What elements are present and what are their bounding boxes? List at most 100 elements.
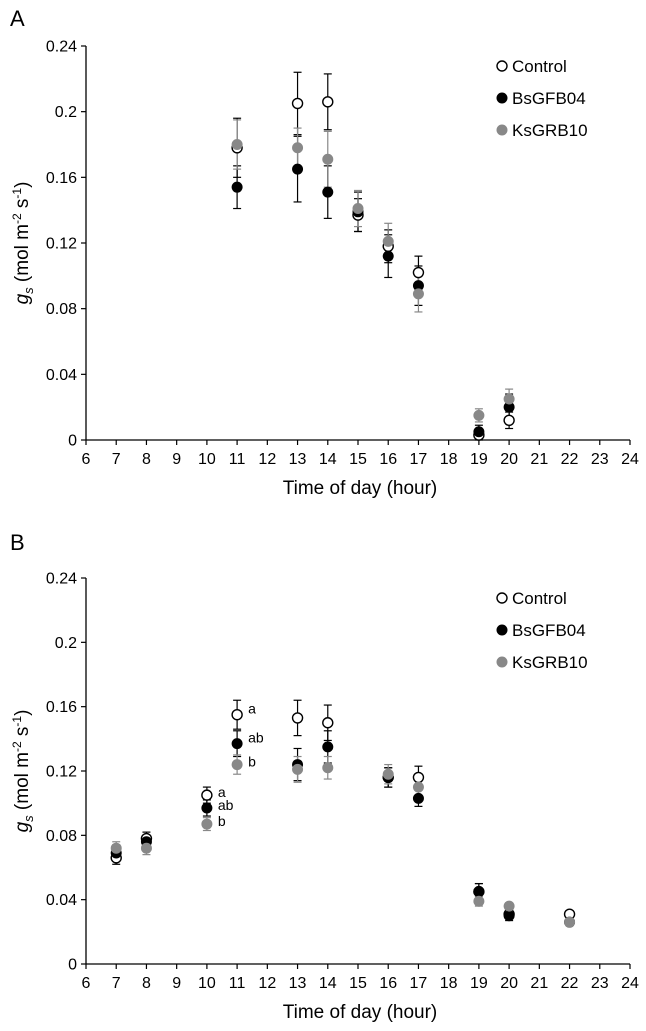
data-point — [291, 97, 304, 110]
x-tick-label: 22 — [561, 451, 579, 468]
data-point — [412, 792, 424, 804]
series-control — [233, 71, 514, 441]
data-point — [503, 910, 515, 922]
data-point — [412, 266, 425, 279]
data-point — [382, 235, 394, 247]
y-tick-label: 0.12 — [46, 236, 77, 253]
data-point — [231, 709, 243, 721]
legend-label: KsGRB10 — [512, 121, 588, 140]
x-tick-label: 13 — [289, 975, 307, 992]
y-axis-title-superscript: -2 — [10, 213, 24, 224]
data-point — [564, 916, 576, 928]
y-tick-label: 0.08 — [46, 301, 77, 318]
significance-label: a — [218, 784, 226, 800]
y-axis-title-symbol: g — [12, 821, 33, 832]
y-axis-title-superscript: -1 — [10, 716, 24, 727]
x-tick-label: 12 — [258, 975, 276, 992]
x-axis-title: Time of day (hour) — [283, 1002, 438, 1023]
x-tick-label: 21 — [530, 451, 548, 468]
y-axis-title-subscript: s — [21, 815, 36, 822]
legend-label: BsGFB04 — [512, 621, 586, 640]
x-tick-label: 17 — [410, 975, 428, 992]
x-tick-label: 7 — [112, 975, 121, 992]
panel-a: A 0 0.04 0.08 0.12 0.16 0.2 0.24 6 7 8 9 10 11 12 13 14 1… — [10, 6, 639, 499]
series-ksgrb10 — [112, 754, 574, 927]
y-tick-label: 0 — [68, 957, 77, 974]
x-tick-label: 9 — [172, 451, 181, 468]
x-tick-label: 16 — [379, 451, 397, 468]
x-tick-label: 6 — [82, 451, 91, 468]
data-point — [412, 288, 424, 300]
data-point — [473, 426, 485, 438]
y-tick-label: 0.08 — [46, 828, 77, 845]
series-ksgrb10-markers — [231, 139, 515, 421]
y-axis-title-superscript: -2 — [10, 741, 24, 752]
legend-label: Control — [512, 589, 567, 608]
x-tick-label: 13 — [289, 451, 307, 468]
y-axis-title-subscript: s — [21, 287, 36, 294]
data-point — [352, 203, 364, 215]
data-point — [291, 712, 304, 724]
data-point — [201, 802, 213, 814]
legend-label: BsGFB04 — [512, 89, 586, 108]
x-tick-label: 24 — [621, 451, 639, 468]
x-tick-label: 20 — [500, 451, 518, 468]
significance-label: a — [248, 700, 256, 716]
y-axis-title-unit: (mol m — [12, 224, 33, 287]
data-point — [473, 409, 485, 421]
data-point — [140, 842, 152, 854]
y-tick-label: 0.04 — [46, 367, 77, 384]
panel-label: B — [10, 530, 25, 555]
data-point — [412, 781, 424, 793]
y-tick-label: 0.16 — [46, 699, 77, 716]
x-tick-label: 14 — [319, 975, 337, 992]
legend-marker — [496, 60, 508, 72]
legend-label: KsGRB10 — [512, 653, 588, 672]
panel-b: B 0 0.04 0.08 0.12 0.16 0.2 0.24 6 7 8 9 10 11 12 13 14 1… — [10, 530, 639, 1023]
data-point — [322, 153, 334, 165]
series-control — [112, 699, 574, 920]
y-tick-label: 0.24 — [46, 571, 77, 588]
x-tick-label: 6 — [82, 975, 91, 992]
legend-marker — [496, 656, 508, 668]
data-point — [503, 900, 515, 912]
data-point — [231, 181, 243, 193]
x-tick-label: 18 — [440, 975, 458, 992]
y-axis-title-unit: ) — [12, 710, 33, 716]
y-axis-title: gs (mol m-2 s-1) — [10, 710, 36, 833]
x-tick-label: 23 — [591, 451, 609, 468]
x-tick-label: 23 — [591, 975, 609, 992]
data-point — [292, 763, 304, 775]
x-tick-label: 8 — [142, 975, 151, 992]
significance-label: b — [248, 754, 256, 770]
series-ksgrb10-markers — [110, 759, 576, 928]
series-control-markers — [231, 96, 515, 441]
x-tick-label: 19 — [470, 975, 488, 992]
series-control-markers — [110, 709, 576, 920]
y-tick-label: 0 — [68, 433, 77, 450]
x-tick-label: 12 — [258, 451, 276, 468]
data-point — [382, 250, 394, 262]
data-point — [322, 762, 334, 774]
data-point — [503, 393, 515, 405]
y-tick-label: 0.24 — [46, 39, 77, 56]
y-tick-label: 0.16 — [46, 170, 77, 187]
data-point — [382, 768, 394, 780]
panel-label: A — [10, 6, 25, 31]
x-tick-label: 10 — [198, 975, 216, 992]
legend-marker — [496, 124, 508, 136]
y-tick-label: 0.2 — [55, 635, 77, 652]
x-tick-label: 15 — [349, 451, 367, 468]
data-point — [292, 163, 304, 175]
y-axis-title-symbol: g — [12, 293, 33, 304]
legend-marker — [496, 92, 508, 104]
series-ksgrb10 — [233, 119, 514, 423]
significance-label: ab — [218, 797, 234, 813]
data-point — [201, 789, 213, 801]
x-tick-label: 14 — [319, 451, 337, 468]
legend-marker — [496, 592, 508, 604]
x-tick-label: 19 — [470, 451, 488, 468]
data-point — [473, 886, 485, 898]
data-point — [231, 738, 243, 750]
